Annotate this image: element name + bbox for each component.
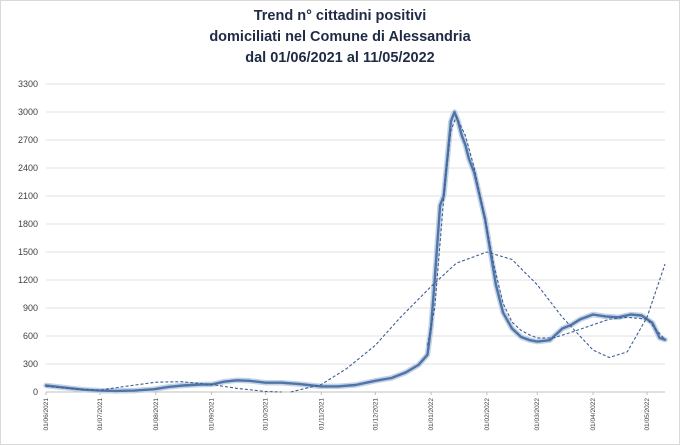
series-line-shadow [43,109,668,394]
x-tick-label: 01/11/2021 [318,398,325,430]
x-tick-label: 01/07/2021 [97,398,104,431]
chart-title-line-3: dal 01/06/2021 al 11/05/2022 [245,50,435,66]
trendline-dashed-1 [45,381,282,393]
y-tick-label: 900 [23,303,38,313]
y-tick-label: 1800 [18,219,38,229]
x-tick-label: 01/09/2021 [209,398,216,431]
y-tick-label: 2700 [18,135,38,145]
x-tick-label: 01/12/2021 [372,398,379,431]
y-tick-label: 300 [23,359,38,369]
y-tick-label: 2400 [18,163,38,173]
y-tick-label: 0 [33,387,38,397]
series-line-positivi [44,110,667,393]
x-tick-label: 01/10/2021 [263,398,270,431]
y-tick-label: 1200 [18,275,38,285]
x-tick-label: 01/04/2022 [590,398,597,431]
x-tick-label: 01/06/2021 [43,398,50,431]
x-tick-label: 01/08/2021 [153,398,160,431]
x-tick-labels: 01/06/2021 01/07/2021 01/08/2021 01/09/2021… [43,398,651,431]
y-tick-label: 600 [23,331,38,341]
trendline-dashed-3 [426,116,666,346]
x-tick-label: 01/05/2022 [644,398,651,431]
y-tick-label: 1500 [18,247,38,257]
chart-title-line-1: Trend n° cittadini positivi [253,8,427,24]
x-tick-label: 01/02/2022 [484,398,491,431]
x-tick-label: 01/01/2022 [428,398,435,431]
x-tick-label: 01/03/2022 [534,398,541,431]
y-tick-label: 2100 [18,191,38,201]
chart-title: Trend n° cittadini positivi domiciliati … [0,6,680,69]
y-tick-label: 3000 [18,107,38,117]
gridlines [46,83,665,365]
y-tick-label: 3300 [18,79,38,89]
chart-title-line-2: domiciliati nel Comune di Alessandria [209,29,471,45]
y-tick-labels: 0 300 600 900 1200 1500 1800 2100 2400 2700 3000 33… [18,79,38,397]
trendline-dashed-2 [290,251,666,393]
series-lines [43,109,668,394]
